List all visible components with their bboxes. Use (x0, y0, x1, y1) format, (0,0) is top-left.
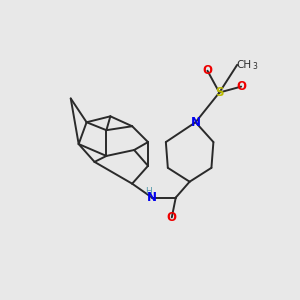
Text: O: O (236, 80, 246, 93)
Text: N: N (190, 116, 201, 129)
Text: O: O (202, 64, 212, 77)
Text: N: N (147, 191, 157, 204)
Text: 3: 3 (253, 62, 257, 71)
Text: O: O (167, 211, 177, 224)
Text: S: S (215, 86, 224, 99)
Text: H: H (145, 187, 152, 196)
Text: CH: CH (237, 60, 252, 70)
